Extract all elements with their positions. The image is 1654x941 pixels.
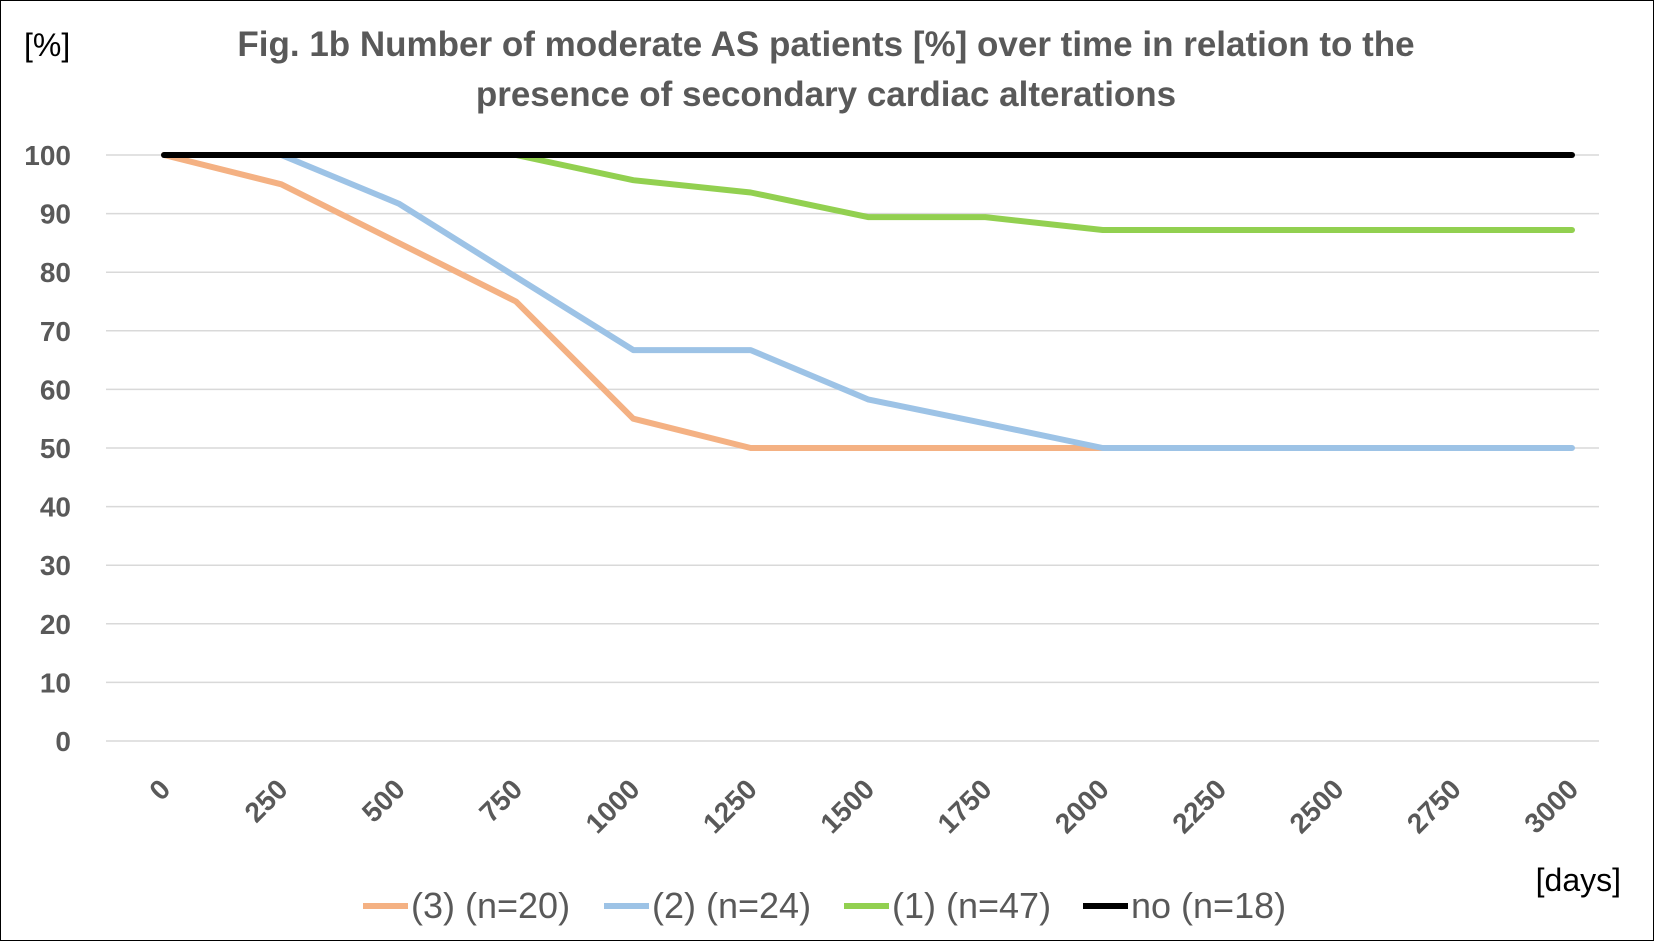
legend-label: no (n=18) [1131,885,1286,926]
chart-title-line-2: presence of secondary cardiac alteration… [476,75,1176,114]
x-tick-label: 3000 [1518,773,1584,839]
y-tick-label: 20 [40,609,71,640]
x-tick-label: 2250 [1166,773,1232,839]
x-axis-unit-label: [days] [1536,862,1621,898]
x-tick-label: 250 [239,773,294,828]
x-tick-label: 2000 [1049,773,1115,839]
y-tick-label: 100 [24,140,71,171]
legend-label: (1) (n=47) [892,885,1051,926]
y-axis-unit-label: [%] [24,27,70,63]
y-tick-label: 0 [55,726,71,757]
legend-item: no (n=18) [1083,885,1286,926]
x-tick-label: 1250 [697,773,763,839]
legend-item: (1) (n=47) [844,885,1051,926]
y-tick-label: 50 [40,433,71,464]
legend-item: (3) (n=20) [363,885,570,926]
legend-label: (2) (n=24) [652,885,811,926]
y-tick-label: 40 [40,492,71,523]
x-tick-label: 2750 [1401,773,1467,839]
x-tick-label: 1750 [932,773,998,839]
series-lines [161,152,1575,451]
chart-title-line-1: Fig. 1b Number of moderate AS patients [… [237,25,1414,64]
legend: (3) (n=20) (2) (n=24) (1) (n=47) no (n=18) [363,885,1286,926]
x-tick-label: 2500 [1284,773,1350,839]
series-line-0 [161,152,1106,451]
y-tick-label: 60 [40,374,71,405]
x-axis-ticks: 0 250 500 750 1000 1250 1500 1750 2000 2250 2500 27… [143,773,1584,839]
x-tick-label: 1000 [580,773,646,839]
x-tick-label: 1500 [814,773,880,839]
x-tick-label: 0 [143,773,176,806]
y-tick-label: 30 [40,550,71,581]
x-tick-label: 500 [356,773,411,828]
y-tick-label: 90 [40,199,71,230]
legend-label: (3) (n=20) [411,885,570,926]
y-tick-label: 70 [40,316,71,347]
series-line-1 [278,152,1575,451]
y-axis-ticks: 0 10 20 30 40 50 60 70 80 90 100 [24,140,71,757]
y-tick-label: 80 [40,257,71,288]
y-tick-label: 10 [40,667,71,698]
legend-item: (2) (n=24) [604,885,811,926]
x-tick-label: 750 [473,773,528,828]
series-line-2 [513,152,1575,233]
